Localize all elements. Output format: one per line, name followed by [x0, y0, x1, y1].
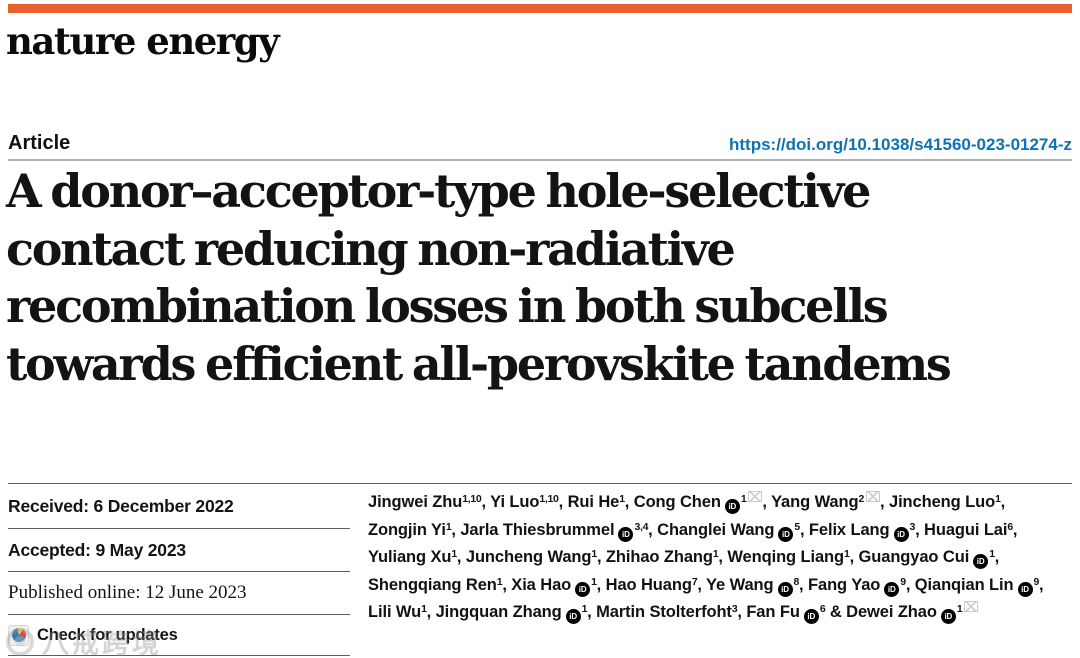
affiliation-superscript: 6 — [1007, 520, 1013, 533]
affiliation-superscript: 1 — [995, 493, 1001, 505]
email-icon[interactable] — [964, 601, 979, 613]
affiliation-superscript: 7 — [691, 575, 698, 588]
journal-logo: nature energy — [6, 19, 280, 63]
affiliation-superscript: 1,10 — [462, 493, 482, 505]
doi-link[interactable]: https://doi.org/10.1038/s41560-023-01274… — [729, 135, 1072, 154]
author: Lili Wu1 — [368, 603, 427, 622]
crossmark-circle-icon — [11, 628, 26, 642]
author: Shengqiang Ren1 — [368, 575, 503, 594]
title-line: towards efficient all-perovskite tandems — [6, 336, 952, 391]
author: Xia Hao iD1 — [511, 575, 597, 597]
published-date: Published online: 12 June 2023 — [8, 572, 350, 615]
affiliation-superscript: 1 — [591, 548, 597, 561]
orcid-icon[interactable]: iD — [893, 526, 909, 542]
affiliation-superscript: 1 — [619, 493, 625, 505]
orcid-icon[interactable]: iD — [1017, 581, 1033, 597]
affiliation-superscript: 1 — [591, 575, 597, 588]
orcid-icon[interactable]: iD — [778, 526, 794, 542]
author: Zongjin Yi1 — [368, 520, 452, 539]
affiliation-superscript: 3,4 — [634, 520, 649, 533]
affiliation-superscript: 6 — [819, 603, 826, 616]
affiliation-superscript: 2 — [858, 493, 865, 505]
affiliation-superscript: 1 — [740, 493, 747, 505]
author: Changlei Wang iD5 — [657, 520, 800, 542]
affiliation-superscript: 9 — [900, 575, 906, 588]
check-for-updates[interactable]: Check for updates — [8, 615, 350, 656]
affiliation-superscript: 1,10 — [539, 493, 559, 505]
affiliation-superscript: 1 — [581, 603, 588, 616]
author: Huagui Lai6 — [924, 520, 1013, 539]
affiliation-superscript: 8 — [793, 575, 800, 588]
author: Zhihao Zhang1 — [605, 548, 719, 567]
author: Felix Lang iD3 — [809, 520, 916, 542]
title-line: recombination losses in both subcells — [6, 279, 889, 333]
affiliation-superscript: 3 — [731, 603, 738, 616]
article-type-label: Article — [8, 132, 71, 154]
article-history: Received: 6 December 2022 Accepted: 9 Ma… — [8, 484, 350, 656]
title-line: A donor–acceptor-type hole-selective — [6, 164, 871, 218]
orcid-icon[interactable]: iD — [803, 609, 819, 625]
affiliation-superscript: 5 — [794, 520, 800, 533]
orcid-icon[interactable]: iD — [884, 581, 900, 597]
author: Fang Yao iD9 — [808, 575, 906, 597]
affiliation-superscript: 1 — [712, 548, 719, 561]
author: Jincheng Luo1 — [889, 493, 1001, 511]
affiliation-superscript: 1 — [956, 603, 963, 616]
published-date-text: Published online: 12 June 2023 — [8, 582, 247, 603]
author: Hao Huang7 — [605, 575, 698, 594]
author-list: Jingwei Zhu1,10, Yi Luo1,10, Rui He1, Co… — [368, 489, 1068, 627]
title-line: contact reducing non-radiative — [6, 221, 736, 276]
author: Jingquan Zhang iD1 — [436, 603, 588, 625]
email-icon[interactable] — [748, 491, 763, 502]
orcid-icon[interactable]: iD — [940, 609, 956, 625]
author: Dewei Zhao iD1 — [846, 601, 979, 625]
author: Wenqing Liang1 — [727, 548, 850, 567]
orcid-icon[interactable]: iD — [575, 581, 591, 597]
check-for-updates-label: Check for updates — [37, 625, 178, 644]
orcid-icon[interactable]: iD — [777, 581, 793, 597]
email-icon[interactable] — [866, 491, 881, 502]
affiliation-superscript: 1 — [989, 548, 995, 561]
brand-accent-bar — [8, 4, 1072, 13]
affiliation-superscript: 1 — [421, 603, 427, 616]
author: Rui He1 — [567, 493, 625, 511]
affiliation-superscript: 1 — [496, 575, 503, 588]
header-divider — [8, 159, 1072, 161]
author: Fan Fu iD6 — [746, 603, 826, 625]
author: Jarla Thiesbrummel iD3,4 — [460, 520, 649, 542]
orcid-icon[interactable]: iD — [724, 499, 740, 514]
author: Guangyao Cui iD1 — [859, 548, 995, 570]
orcid-icon[interactable]: iD — [618, 526, 634, 542]
accepted-date-text: Accepted: 9 May 2023 — [8, 539, 186, 560]
article-header-row: Article https://doi.org/10.1038/s41560-0… — [8, 127, 1072, 155]
affiliation-superscript: 9 — [1033, 575, 1040, 588]
orcid-icon[interactable]: iD — [973, 554, 989, 570]
author: Martin Stolterfoht3 — [596, 603, 738, 622]
author: Yi Luo1,10 — [490, 493, 559, 511]
author: Cong Chen iD1 — [634, 491, 763, 514]
author: Juncheng Wang1 — [465, 548, 597, 567]
affiliation-superscript: 3 — [909, 520, 916, 533]
author: Qianqian Lin iD9 — [915, 575, 1040, 597]
paper-title: A donor–acceptor-type hole-selective con… — [6, 163, 952, 393]
section-divider — [8, 483, 1072, 484]
orcid-icon[interactable]: iD — [565, 609, 581, 625]
author: Jingwei Zhu1,10 — [368, 493, 482, 511]
affiliation-superscript: 1 — [844, 548, 850, 561]
crossmark-icon — [8, 624, 29, 646]
affiliation-superscript: 1 — [451, 548, 457, 561]
received-date: Received: 6 December 2022 — [8, 484, 350, 529]
affiliation-superscript: 1 — [445, 520, 452, 533]
author: Yuliang Xu1 — [368, 548, 457, 567]
author: Yang Wang2 — [771, 491, 881, 511]
received-date-text: Received: 6 December 2022 — [8, 495, 234, 516]
author: Ye Wang iD8 — [706, 575, 800, 597]
accepted-date: Accepted: 9 May 2023 — [8, 529, 350, 572]
